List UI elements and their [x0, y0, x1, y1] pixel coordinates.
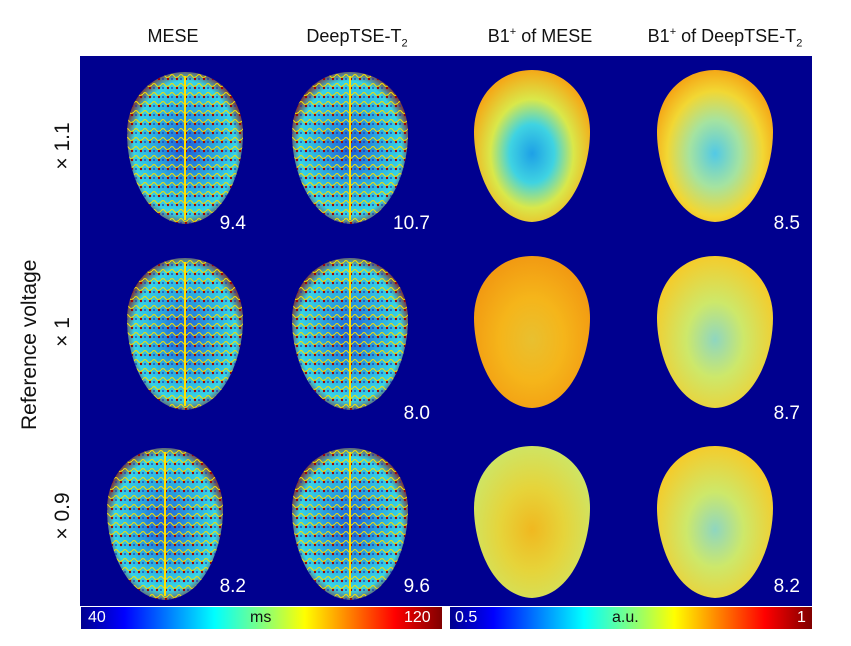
row-label-3: × 0.9 [51, 492, 74, 540]
colorbar-b1-unit: a.u. [612, 609, 639, 626]
header-text-tail: of MESE [516, 26, 593, 46]
header-subscript: 2 [401, 37, 408, 50]
value-r1-c2: 10.7 [393, 213, 430, 234]
column-header-b1-mese: B1+ of MESE [450, 26, 630, 47]
value-r1-c1: 9.4 [219, 213, 246, 234]
value-r3-c4: 8.2 [773, 576, 800, 597]
header-superscript: + [509, 26, 517, 38]
y-axis-label: Reference voltage [18, 259, 41, 430]
value-r1-c4: 8.5 [773, 213, 800, 234]
column-header-b1-deeptse: B1+ of DeepTSE-T2 [630, 26, 820, 50]
value-r2-c2: 8.0 [403, 403, 430, 424]
column-header-mese: MESE [83, 26, 263, 47]
column-header-deeptse: DeepTSE-T2 [267, 26, 447, 50]
header-text: B1 [647, 26, 670, 46]
colorbar-t2-max: 120 [404, 609, 431, 626]
header-text: DeepTSE-T [306, 26, 402, 46]
colorbar-b1-max: 1 [797, 609, 806, 626]
colorbar-t2-min: 40 [88, 609, 106, 626]
value-r3-c2: 9.6 [403, 576, 430, 597]
row-label-2: × 1 [51, 317, 74, 347]
colorbar-t2-unit: ms [250, 609, 272, 626]
value-r2-c4: 8.7 [773, 403, 800, 424]
header-subscript: 2 [796, 37, 803, 50]
header-text: MESE [147, 26, 199, 46]
header-text: B1 [487, 26, 510, 46]
header-superscript: + [669, 26, 677, 38]
colorbar-b1-min: 0.5 [455, 609, 478, 626]
image-panel [80, 56, 812, 606]
header-text-tail: of DeepTSE-T [676, 26, 797, 46]
row-label-1: × 1.1 [51, 122, 74, 170]
value-r3-c1: 8.2 [219, 576, 246, 597]
